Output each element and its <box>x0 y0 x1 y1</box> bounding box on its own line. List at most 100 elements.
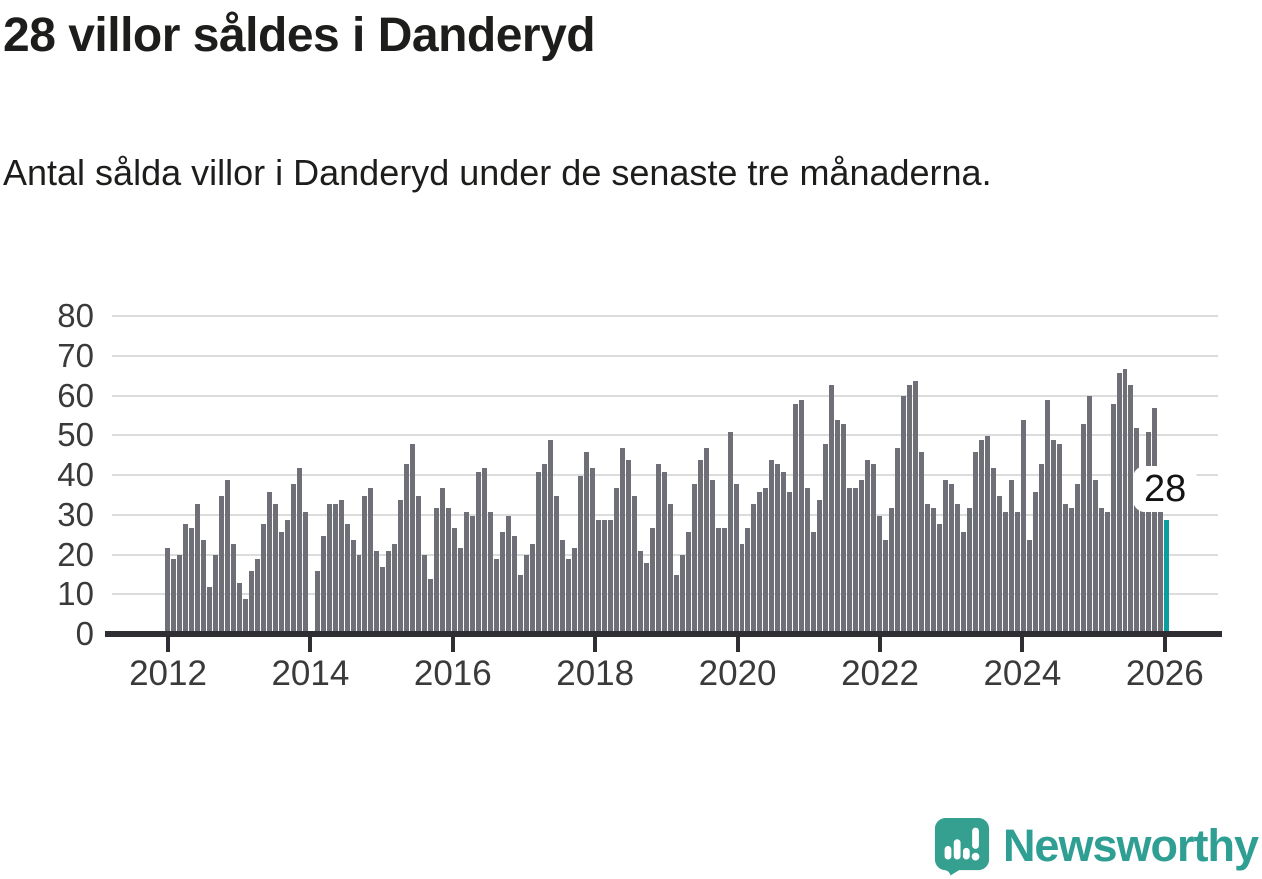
bar <box>667 504 673 631</box>
x-tick-2014 <box>308 637 313 652</box>
bar <box>416 496 422 631</box>
bar <box>715 528 721 631</box>
bar <box>919 452 925 631</box>
bar <box>1080 424 1086 631</box>
bar <box>224 480 230 631</box>
bar <box>194 504 200 631</box>
bar <box>829 385 835 631</box>
bar <box>565 559 571 631</box>
bar <box>931 508 936 631</box>
bar <box>1098 508 1104 631</box>
x-tick-2016 <box>450 637 455 652</box>
bar <box>847 488 853 631</box>
x-tick-2022 <box>878 637 882 652</box>
bar <box>1026 540 1032 631</box>
bar <box>242 599 248 631</box>
bar <box>470 516 476 631</box>
bar <box>1038 464 1044 631</box>
bar <box>637 551 643 631</box>
bar <box>266 492 272 631</box>
bar <box>895 448 901 631</box>
bar <box>1140 468 1146 631</box>
y-tick-label-80: 80 <box>57 297 94 334</box>
bar <box>356 555 362 631</box>
bar <box>482 468 488 631</box>
bar <box>392 544 398 631</box>
bar <box>1008 480 1014 631</box>
bar <box>254 559 260 631</box>
bar <box>422 555 428 631</box>
bar <box>368 488 374 631</box>
bar <box>296 468 302 631</box>
x-tick-label-2024: 2024 <box>983 654 1062 693</box>
bar <box>458 548 464 631</box>
bar <box>733 484 739 631</box>
bar <box>631 496 637 631</box>
y-tick-label-40: 40 <box>57 456 94 493</box>
x-tick-2026 <box>1162 637 1167 652</box>
bar <box>613 488 619 631</box>
newsworthy-logo-icon <box>934 817 990 876</box>
bar <box>883 540 889 631</box>
bar <box>799 400 805 631</box>
bar <box>1032 492 1038 631</box>
y-tick-label-30: 30 <box>57 495 94 533</box>
bar <box>1050 440 1056 631</box>
bar <box>865 460 871 631</box>
bar <box>494 559 500 631</box>
x-tick-label-2012: 2012 <box>129 654 207 693</box>
bar-series <box>165 315 1170 631</box>
x-tick-label-2022: 2022 <box>841 654 919 693</box>
bar <box>913 381 919 631</box>
bar <box>272 504 278 631</box>
x-tick-label-2018: 2018 <box>556 654 635 693</box>
bar <box>571 548 577 631</box>
bar <box>601 520 607 631</box>
bar <box>739 544 745 631</box>
bar <box>960 532 966 631</box>
bar <box>344 524 350 631</box>
bar <box>781 472 787 631</box>
x-tick-2018 <box>593 637 598 652</box>
bar <box>518 575 524 631</box>
x-tick-label-2014: 2014 <box>271 654 350 693</box>
bar <box>721 528 727 631</box>
bar <box>302 512 308 631</box>
y-tick-label-10: 10 <box>57 575 94 613</box>
y-tick-label-70: 70 <box>57 336 94 374</box>
bar <box>1062 504 1068 631</box>
bar <box>1146 432 1152 631</box>
bar <box>1122 369 1128 631</box>
bar <box>1068 508 1074 631</box>
bar <box>625 460 631 631</box>
bar <box>464 512 470 631</box>
bar <box>595 520 601 631</box>
bar <box>278 532 284 631</box>
bar <box>542 464 547 631</box>
bar <box>871 464 877 631</box>
bar <box>661 472 667 631</box>
bar <box>643 563 649 631</box>
bar <box>374 551 380 631</box>
x-tick-label-2026: 2026 <box>1125 654 1204 693</box>
bar <box>314 571 320 631</box>
bar <box>1014 512 1020 631</box>
bar <box>1152 408 1158 631</box>
bar <box>583 452 589 631</box>
bar <box>398 500 404 631</box>
bar <box>548 440 553 631</box>
bar <box>530 544 536 631</box>
bar <box>230 544 236 631</box>
newsworthy-logo[interactable]: Newsworthy <box>933 816 1259 876</box>
bar <box>925 504 930 631</box>
bar <box>512 536 518 631</box>
bar <box>889 508 895 631</box>
bar <box>1110 404 1116 631</box>
bar <box>607 520 613 631</box>
bar <box>500 532 506 631</box>
bar <box>817 500 823 631</box>
bar <box>1056 444 1062 631</box>
bar <box>787 492 793 631</box>
bar <box>1158 508 1164 631</box>
